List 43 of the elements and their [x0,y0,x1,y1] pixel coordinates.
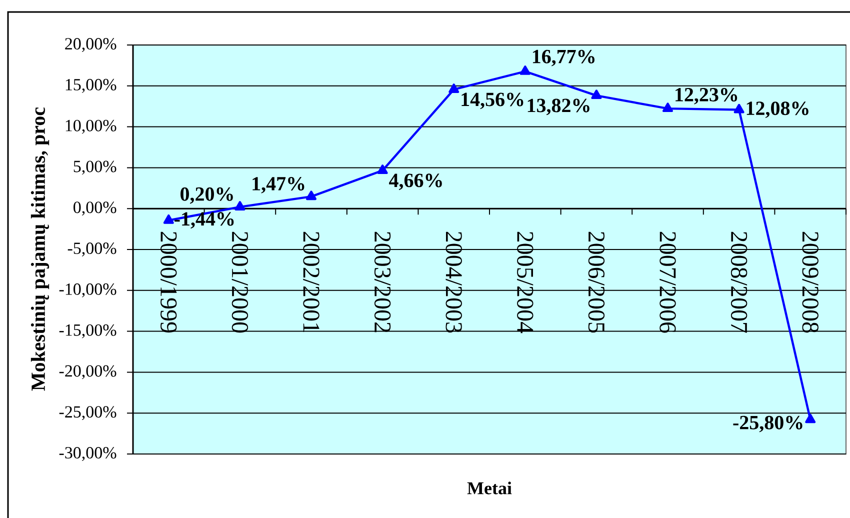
x-axis-title: Metai [467,482,512,494]
y-tick-label: -30,00% [59,447,116,461]
x-tick-label: 2003/2002 [374,232,391,332]
x-tick-label: 2004/2003 [446,232,462,333]
x-tick-label: 2009/2008 [802,232,818,333]
y-tick-label: -25,00% [59,406,116,420]
data-label: 12,08% [746,102,808,118]
y-tick-label: -15,00% [59,324,116,338]
point [734,104,744,114]
data-label: 13,82% [528,98,590,116]
data-label: 14,56% [462,92,524,110]
x-tick-label: 2002/2001 [303,232,320,332]
point [377,164,388,174]
data-label: -1,44% [174,212,234,229]
data-label: 0,20% [180,187,233,204]
y-tick-label: 15,00% [66,78,116,93]
point [234,201,246,210]
point [591,90,602,100]
data-label: 1,47% [252,176,304,194]
y-tick-label: 5,00% [74,160,116,175]
point [163,214,174,224]
y-tick-label: 0,00% [74,202,116,216]
y-tick-label: 10,00% [66,120,116,134]
data-label: 12,23% [676,88,738,104]
data-label: -25,80% [733,416,802,432]
y-tick-label: -20,00% [59,365,116,380]
y-tick-label: -10,00% [59,283,116,298]
x-tick-label: 2006/2005 [588,232,605,333]
point [662,102,674,112]
y-tick-label: -5,00% [68,242,116,256]
point [448,84,460,93]
x-tick-label: 2000/1999 [160,232,177,332]
data-label: 16,77% [532,50,594,66]
point [805,414,816,424]
y-axis-title: Mokestinių pajamų kitimas, proc [30,107,50,391]
y-tick-label: 20,00% [65,38,116,52]
x-tick-label: 2001/2000 [232,232,248,333]
x-tick-label: 2008/2007 [730,232,748,333]
data-label: 4,66% [389,174,442,190]
x-tick-label: 2007/2006 [660,232,676,333]
point [306,190,317,200]
point [520,66,530,75]
x-tick-label: 2005/2004 [517,232,534,334]
